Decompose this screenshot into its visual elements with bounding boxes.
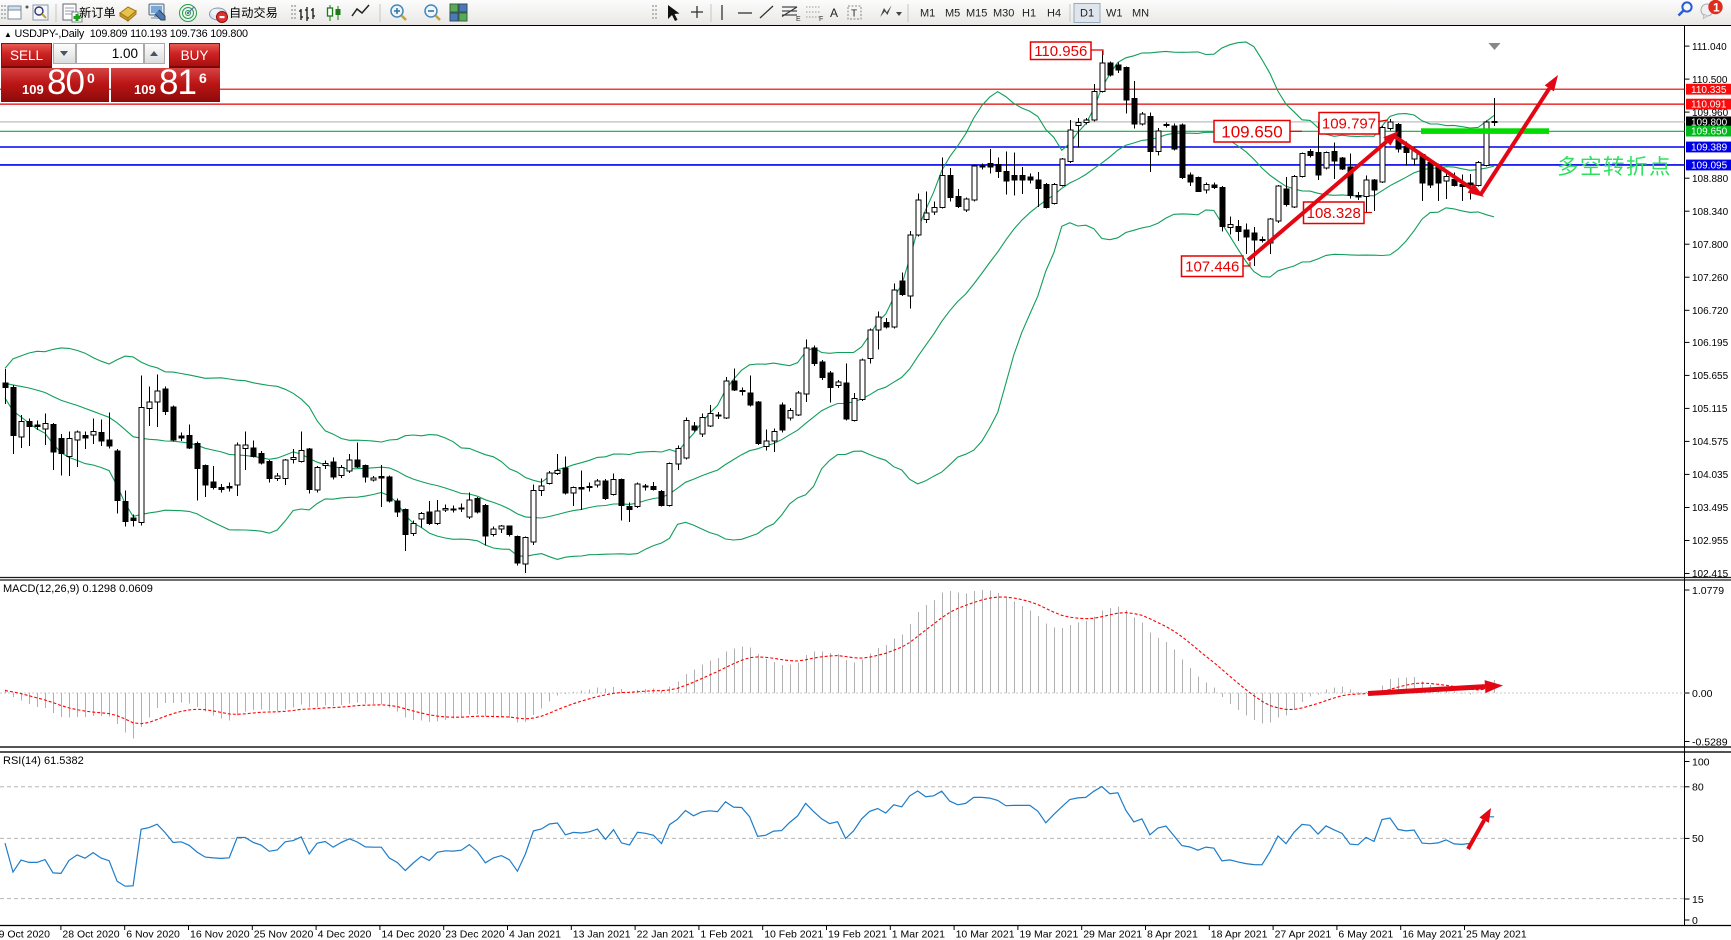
svg-text:1 Mar 2021: 1 Mar 2021 (892, 929, 945, 940)
svg-text:105.115: 105.115 (1692, 404, 1728, 415)
svg-text:109.095: 109.095 (1691, 161, 1728, 172)
svg-text:8 Apr 2021: 8 Apr 2021 (1147, 929, 1198, 940)
svg-text:111.040: 111.040 (1692, 42, 1727, 53)
svg-text:108.880: 108.880 (1692, 174, 1729, 185)
svg-text:109.797: 109.797 (1322, 116, 1376, 133)
svg-text:E: E (796, 16, 801, 23)
svg-text:M5: M5 (945, 8, 960, 20)
svg-text:9 Oct 2020: 9 Oct 2020 (0, 929, 50, 940)
svg-text:-0.5289: -0.5289 (1692, 736, 1728, 748)
svg-text:104.035: 104.035 (1692, 470, 1729, 481)
svg-text:104.575: 104.575 (1692, 437, 1729, 448)
svg-text:6 Nov 2020: 6 Nov 2020 (126, 929, 180, 940)
svg-text:110.335: 110.335 (1691, 85, 1727, 96)
svg-text:23 Dec 2020: 23 Dec 2020 (445, 929, 505, 940)
svg-text:22 Jan 2021: 22 Jan 2021 (637, 929, 695, 940)
svg-text:0: 0 (1692, 915, 1698, 927)
svg-text:103.495: 103.495 (1692, 503, 1729, 514)
svg-text:108.340: 108.340 (1692, 207, 1729, 218)
svg-text:18 Apr 2021: 18 Apr 2021 (1211, 929, 1268, 940)
svg-text:16 Nov 2020: 16 Nov 2020 (190, 929, 250, 940)
svg-text:M30: M30 (993, 8, 1014, 20)
svg-text:109.650: 109.650 (1221, 122, 1282, 141)
svg-text:109.650: 109.650 (1691, 127, 1728, 138)
svg-text:109.389: 109.389 (1691, 143, 1728, 154)
svg-text:0.00: 0.00 (1692, 688, 1713, 700)
svg-text:MN: MN (1132, 8, 1149, 20)
svg-text:80: 80 (1692, 782, 1704, 794)
svg-text:4 Dec 2020: 4 Dec 2020 (318, 929, 372, 940)
svg-text:16 May 2021: 16 May 2021 (1402, 929, 1463, 940)
svg-text:25 May 2021: 25 May 2021 (1466, 929, 1527, 940)
svg-text:105.655: 105.655 (1692, 371, 1729, 382)
svg-text:W1: W1 (1106, 8, 1123, 20)
svg-text:15: 15 (1692, 894, 1704, 906)
svg-text:10 Mar 2021: 10 Mar 2021 (956, 929, 1015, 940)
svg-text:27 Apr 2021: 27 Apr 2021 (1275, 929, 1332, 940)
svg-text:110.956: 110.956 (1034, 43, 1087, 60)
svg-text:F: F (819, 16, 823, 23)
svg-text:14 Dec 2020: 14 Dec 2020 (381, 929, 441, 940)
svg-text:1: 1 (1713, 1, 1720, 15)
svg-text:107.800: 107.800 (1692, 240, 1729, 251)
svg-text:T: T (851, 9, 857, 20)
svg-text:28 Oct 2020: 28 Oct 2020 (62, 929, 119, 940)
svg-text:4 Jan 2021: 4 Jan 2021 (509, 929, 561, 940)
svg-text:M15: M15 (966, 8, 987, 20)
svg-text:110.500: 110.500 (1692, 75, 1728, 86)
svg-text:102.955: 102.955 (1692, 536, 1729, 547)
svg-text:107.446: 107.446 (1185, 259, 1239, 276)
svg-text:A: A (830, 6, 838, 20)
svg-text:50: 50 (1692, 833, 1704, 845)
svg-text:107.260: 107.260 (1692, 273, 1729, 284)
svg-text:29 Mar 2021: 29 Mar 2021 (1083, 929, 1142, 940)
svg-text:D1: D1 (1080, 8, 1094, 20)
svg-text:108.328: 108.328 (1307, 205, 1361, 222)
svg-text:1 Feb 2021: 1 Feb 2021 (700, 929, 753, 940)
svg-text:19 Feb 2021: 19 Feb 2021 (828, 929, 887, 940)
svg-text:H4: H4 (1047, 8, 1061, 20)
svg-text:100: 100 (1692, 756, 1710, 768)
svg-text:10 Feb 2021: 10 Feb 2021 (764, 929, 823, 940)
svg-text:1.0779: 1.0779 (1692, 585, 1724, 597)
svg-text:H1: H1 (1022, 8, 1036, 20)
svg-text:109.800: 109.800 (1691, 118, 1728, 129)
svg-text:25 Nov 2020: 25 Nov 2020 (254, 929, 314, 940)
svg-text:106.720: 106.720 (1692, 306, 1729, 317)
svg-text:102.415: 102.415 (1692, 569, 1729, 580)
svg-text:110.091: 110.091 (1691, 100, 1727, 111)
svg-text:109.960: 109.960 (1692, 108, 1729, 119)
svg-text:106.195: 106.195 (1692, 338, 1729, 349)
svg-text:13 Jan 2021: 13 Jan 2021 (573, 929, 631, 940)
svg-text:M1: M1 (920, 8, 935, 20)
svg-text:19 Mar 2021: 19 Mar 2021 (1019, 929, 1078, 940)
svg-text:6 May 2021: 6 May 2021 (1338, 929, 1393, 940)
